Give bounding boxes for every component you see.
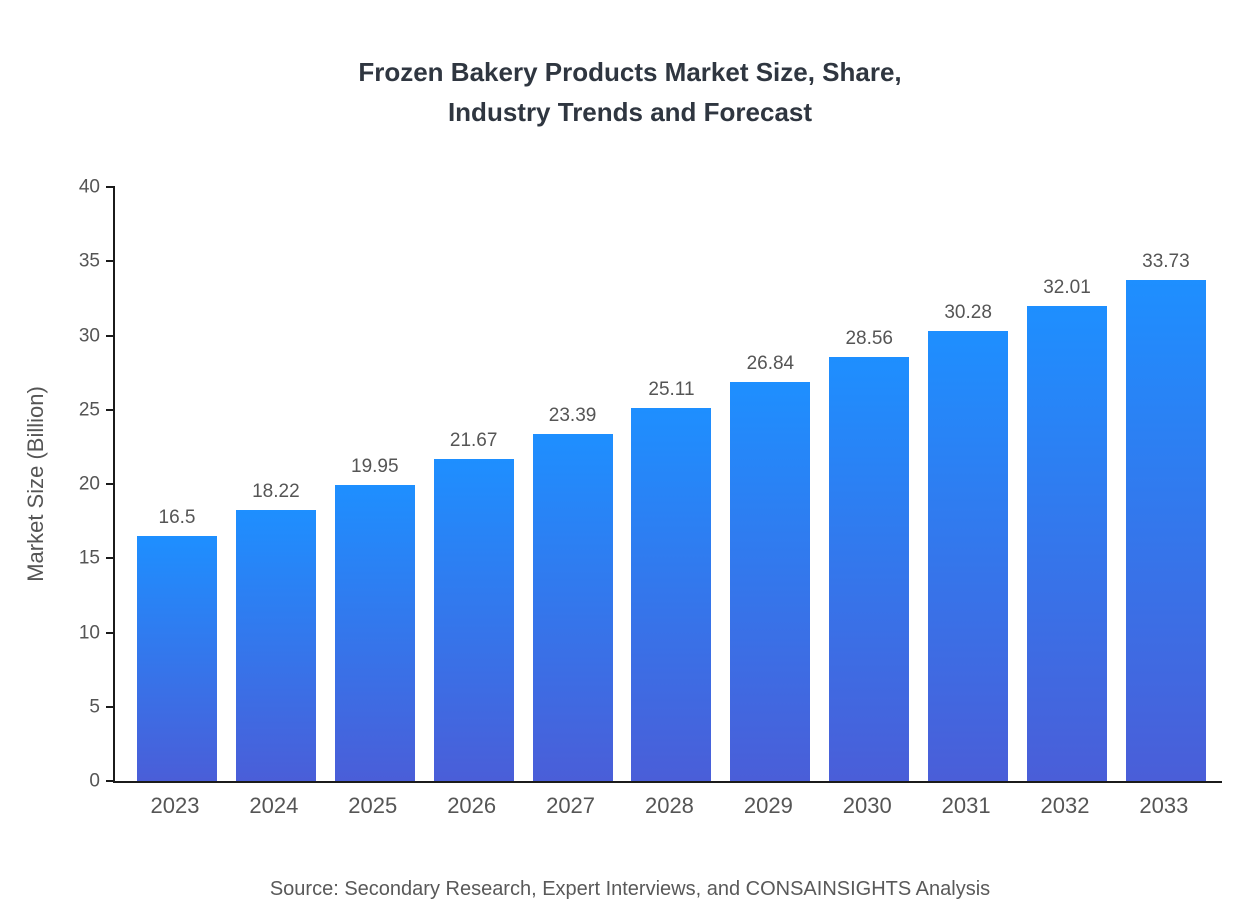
y-tick-label: 25 [78,399,100,421]
x-axis-labels: 2023 2024 2025 2026 2027 2028 2029 2030 2031 2032… [113,793,1220,819]
bar-value-label: 18.22 [252,481,300,502]
bar-2023 [137,536,217,781]
bar-value-label: 30.28 [944,302,992,323]
x-tick-label: 2025 [348,793,398,818]
y-tick-mark [106,186,115,188]
y-tick-label: 35 [78,250,100,272]
bar-2032 [1027,306,1108,781]
y-tick-label: 0 [89,770,100,792]
bars-row: 16.5 18.22 19.95 21.67 23.39 25.11 26.84 28.56 3… [115,187,1222,781]
plot-area: 16.5 18.22 19.95 21.67 23.39 25.11 26.84 28.56 3… [79,178,1222,791]
chart-title-line2: Industry Trends and Forecast [447,97,813,127]
y-tick-mark [106,705,115,708]
y-tick-mark [106,557,115,560]
bar-value-label: 25.11 [648,379,695,400]
bar-column: 30.28 [928,302,1009,781]
bar-value-label: 23.39 [548,405,597,426]
x-tick-label: 2033 [1139,793,1189,818]
chart-title: Frozen Bakery Products Market Size, Shar… [0,52,1260,132]
bar-2029 [730,382,811,781]
bar-column: 26.84 [730,353,811,781]
bar-2030 [829,357,910,781]
bar-2031 [928,331,1009,781]
bar-column: 18.22 [235,481,316,781]
bar-column: 28.56 [829,328,910,781]
y-tick-label: 5 [89,696,100,718]
bar-column: 33.73 [1125,251,1206,781]
x-tick-label: 2028 [644,793,694,818]
y-tick-label: 10 [78,622,100,643]
x-tick-label: 2027 [546,793,596,818]
x-tick-label: 2032 [1040,793,1090,818]
y-axis-title: Market Size (Billion) [23,386,48,582]
bar-2025 [334,485,415,781]
bar-column: 25.11 [631,379,712,781]
x-tick-label: 2026 [447,793,497,818]
y-tick-label: 15 [78,547,100,569]
bar-2027 [532,434,613,781]
x-tick-label: 2030 [842,793,892,818]
bar-value-label: 26.84 [746,353,795,374]
y-tick-mark [106,408,115,411]
x-tick-label: 2023 [150,793,200,818]
bar-value-label: 19.95 [351,456,399,477]
y-tick-mark [106,483,115,485]
bar-2033 [1125,280,1206,781]
bar-column: 19.95 [334,456,415,781]
bar-2026 [433,459,514,781]
y-tick-label: 30 [78,325,100,346]
bar-value-label: 33.73 [1142,251,1190,272]
y-tick-mark [106,631,115,634]
bar-value-label: 21.67 [449,430,498,451]
x-tick-label: 2024 [249,793,299,818]
bar-value-label: 32.01 [1043,277,1091,298]
y-tick-mark [106,780,115,782]
bar-value-label: 16.5 [158,507,196,528]
x-tick-label: 2029 [743,793,793,818]
bar-column: 23.39 [532,405,613,781]
bar-2028 [631,408,712,781]
bar-column: 16.5 [137,507,217,781]
bar-value-label: 28.56 [845,328,893,349]
chart-title-line1: Frozen Bakery Products Market Size, Shar… [358,57,902,87]
y-tick-label: 40 [78,176,100,198]
y-tick-mark [106,334,115,337]
bar-2024 [235,510,316,781]
x-tick-label: 2031 [941,793,991,818]
bar-column: 32.01 [1027,277,1108,781]
y-tick-label: 20 [78,473,100,495]
bar-column: 21.67 [433,430,514,781]
y-tick-mark [106,260,115,263]
source-note: Source: Secondary Research, Expert Inter… [269,878,991,900]
